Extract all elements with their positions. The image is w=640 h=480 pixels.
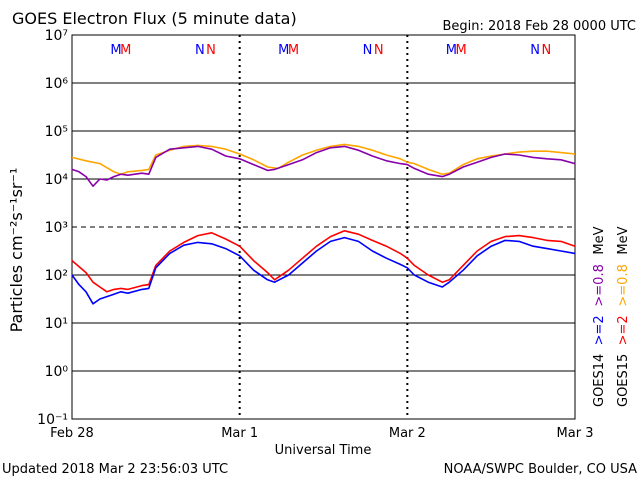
y-axis-label: Particles cm⁻²s⁻¹sr⁻¹ [7, 168, 26, 333]
y-tick-labels: 10⁻¹ 10⁰ 10¹ 10² 10³ 10⁴ 10⁵ 10⁶ 10⁷ [37, 28, 77, 428]
y-tick-label: 10⁷ [45, 28, 68, 44]
x-axis-label: Universal Time [275, 443, 372, 458]
credit: NOAA/SWPC Boulder, CO USA [444, 462, 637, 477]
grid [72, 82, 575, 372]
begin-time: Begin: 2018 Feb 28 0000 UTC [442, 19, 636, 34]
series-line [71, 143, 576, 175]
legend-entry: >=2 [592, 315, 607, 345]
x-tick-label: Mar 2 [389, 426, 426, 441]
day-ticks [238, 35, 409, 419]
marker-label: M [110, 43, 121, 58]
y-tick-label: 10⁻¹ [37, 412, 68, 428]
x-tick-label: Mar 3 [557, 426, 594, 441]
marker-label: M [446, 43, 457, 58]
marker-label: N [374, 43, 384, 58]
series-lines [71, 143, 576, 305]
y-tick-label: 10⁶ [45, 76, 69, 92]
legend-entry: GOES15 [616, 354, 631, 407]
legend-entry: MeV [592, 226, 607, 254]
markers: MM N N MM N N MM N N [110, 43, 551, 58]
marker-label: M [288, 43, 299, 58]
marker-label: M [278, 43, 289, 58]
series-line [71, 236, 576, 305]
marker-label: N [541, 43, 551, 58]
marker-label: N [206, 43, 216, 58]
legend-entry: >=2 [616, 315, 631, 345]
y-tick-label: 10⁵ [45, 124, 68, 140]
marker-label: N [530, 43, 540, 58]
y-tick-label: 10³ [45, 220, 68, 236]
series-line [71, 145, 576, 187]
marker-label: M [120, 43, 131, 58]
y-tick-label: 10¹ [45, 316, 68, 332]
legend-entry: >=0.8 [616, 264, 631, 306]
marker-label: N [363, 43, 373, 58]
y-tick-label: 10² [45, 268, 68, 284]
marker-label: N [195, 43, 205, 58]
chart-title: GOES Electron Flux (5 minute data) [12, 9, 297, 28]
y-tick-label: 10⁰ [45, 364, 69, 380]
marker-label: M [456, 43, 467, 58]
legend: GOES14 >=2 >=0.8 MeV GOES15 >=2 >=0.8 MeV [592, 226, 631, 407]
legend-entry: >=0.8 [592, 264, 607, 306]
series-line [71, 230, 576, 293]
updated-timestamp: Updated 2018 Mar 2 23:56:03 UTC [2, 462, 228, 477]
x-tick-labels: Feb 28 Mar 1 Mar 2 Mar 3 [50, 426, 593, 441]
legend-entry: MeV [616, 226, 631, 254]
y-tick-label: 10⁴ [45, 172, 69, 188]
x-tick-label: Feb 28 [50, 426, 94, 441]
x-tick-label: Mar 1 [221, 426, 258, 441]
legend-entry: GOES14 [592, 354, 607, 407]
